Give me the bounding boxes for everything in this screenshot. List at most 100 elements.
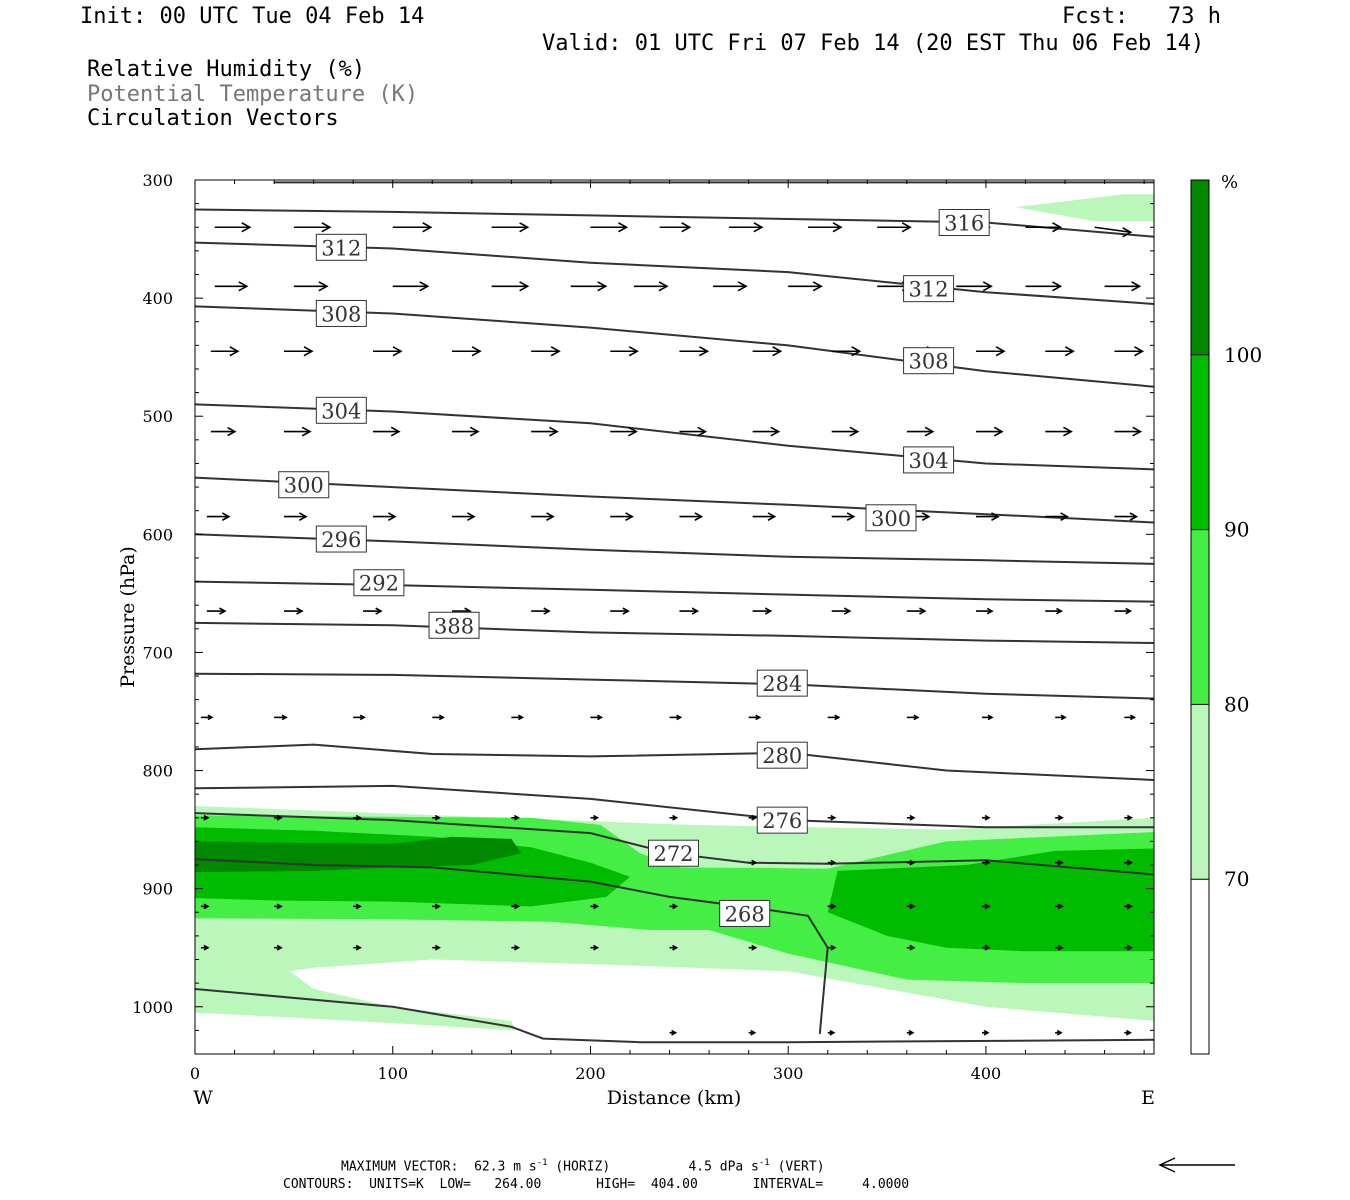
vector-arrow [788,281,823,292]
vector-arrow [1055,714,1067,721]
vector-arrow [679,426,708,437]
contour-label-text: 304 [909,449,949,473]
vector-arrow [976,512,1000,521]
vector-arrow [392,281,430,292]
vector-head [987,714,994,721]
vector-head [276,944,283,951]
vector-arrow [432,714,445,721]
y-tick-label: 500 [142,407,173,426]
vector-arrow [372,346,403,357]
vector-arrow [274,944,283,951]
vector-arrow [531,512,555,521]
vector-arrow [210,346,240,357]
vector-head [851,346,862,357]
vector-head [1129,512,1139,521]
max-vector-readout: MAXIMUM VECTOR: 62.3 m s-1 (HORIZ) 4.5 d… [341,1158,825,1175]
theta-contours [195,181,1154,1044]
vector-head [296,607,304,615]
vector-head [984,859,991,866]
vector-arrow [831,512,856,521]
vert-tag: (VERT) [777,1159,825,1175]
vector-head [846,512,856,521]
vector-head [1131,281,1142,292]
legend-potential-temperature: Potential Temperature (K) [87,82,419,107]
vector-head [672,944,679,951]
vector-head [355,903,362,910]
vector-arrow [981,944,991,951]
vector-head [909,814,916,821]
vector-arrow [1124,714,1137,721]
vector-head [919,607,927,615]
vector-arrow [713,281,748,292]
vector-head [1052,222,1063,233]
vector-head [909,903,916,910]
vector-arrow [1055,859,1064,866]
vector-arrow [590,944,600,951]
vector-arrow [432,944,441,951]
vector-arrow [1124,814,1134,821]
vector-arrow [1055,1029,1063,1036]
vector-arrow [200,944,210,951]
contour-label-312-1: 312 [315,233,367,261]
vector-head [625,512,634,521]
vector-arrow [752,607,773,615]
vector-arrow [669,1029,678,1036]
vector-arrow [293,222,332,233]
vector-arrow [659,222,692,233]
vector-arrow [491,281,530,292]
vector-head [767,512,777,521]
forecast-hour: Fcst: 73 h [1062,4,1221,29]
colorbar-segment [1191,354,1209,530]
x-tick-label: 400 [971,1064,1002,1083]
vector-head [229,346,240,357]
vector-arrow [748,859,758,866]
vector-head [434,903,441,910]
vector-head [622,607,630,615]
vector-arrow [214,222,252,233]
contour-label-text: 272 [653,842,693,866]
vector-head [597,714,604,721]
vector-head [375,607,383,615]
vector-arrow [906,1029,915,1036]
vector-head [751,814,758,821]
max-vector-vert: 4.5 dPa s [688,1159,759,1175]
contour-label-300-7: 300 [278,471,330,499]
theta-contour-280-13 [195,743,1154,781]
vector-head [387,512,397,521]
theta-contour-316-0 [195,208,1154,238]
vector-head [593,944,600,951]
vector-head [830,859,837,866]
vector-head [1134,346,1145,357]
vector-head [1126,814,1134,821]
vector-arrow [353,944,362,951]
contour-label-box [903,446,955,474]
vector-head [830,903,837,910]
vector-head [697,426,708,437]
vector-arrow [1114,607,1133,615]
vector-head [755,714,762,721]
vector-head [829,1029,836,1036]
vector-arrow [752,512,777,521]
contour-label-box [756,741,808,769]
vector-arrow [491,222,530,233]
vert-exponent: -1 [758,1158,770,1168]
vector-head [548,426,559,437]
vector-arrow [831,426,860,437]
contour-label-text: 300 [871,507,911,531]
vector-head [419,281,430,292]
vector-arrow [590,714,604,721]
contour-info: CONTOURS: UNITS=K LOW= 264.00 HIGH= 404.… [283,1177,910,1192]
circulation-vectors [200,222,1145,1036]
vector-head [681,222,692,233]
vector-arrow [748,814,758,821]
vector-head [471,346,482,357]
vector-head [469,426,480,437]
vector-arrow [1124,903,1134,910]
theta-contour-unlabeled-17 [195,988,1154,1044]
vector-head [422,222,433,233]
vector-head [672,814,679,821]
contour-label-box [428,611,480,639]
vector-arrow [283,607,304,615]
vector-arrow [748,714,762,721]
